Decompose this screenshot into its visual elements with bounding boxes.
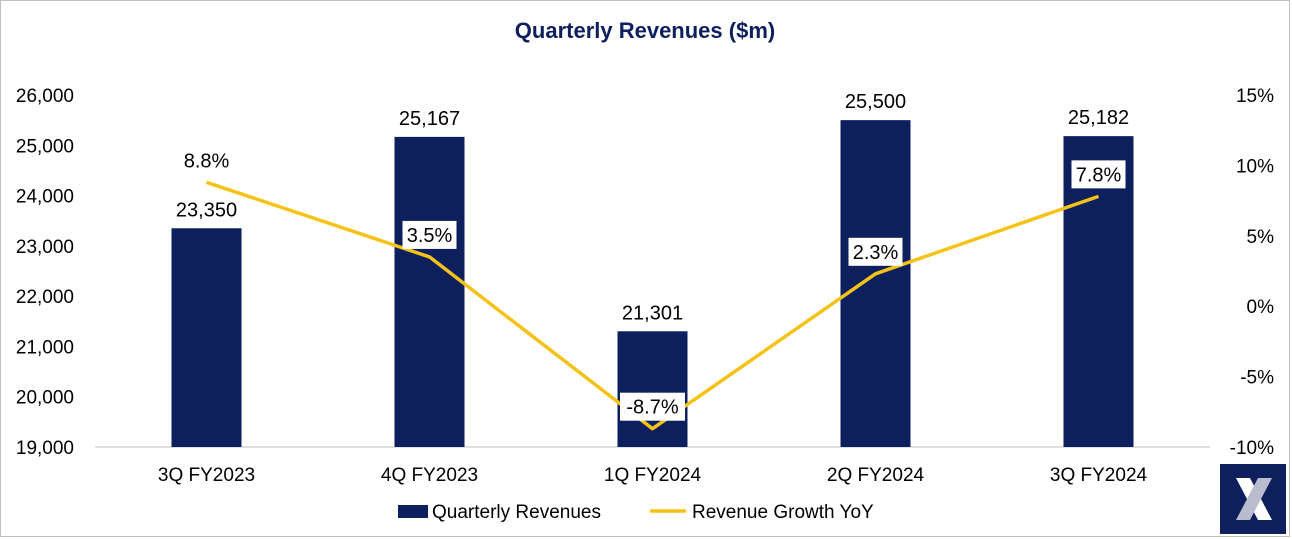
bar-value-label: 25,167: [399, 108, 460, 130]
bar-value-label: 25,500: [845, 91, 906, 113]
right-tick-label: 15%: [1236, 86, 1274, 107]
left-tick-label: 26,000: [16, 86, 74, 107]
bar-value-label: 21,301: [622, 302, 683, 324]
line-value-label: -8.7%: [620, 392, 685, 421]
line-value-label: 3.5%: [402, 220, 457, 249]
x-logo-icon: [1220, 464, 1286, 534]
bar: [840, 120, 911, 448]
x-tick-label: 2Q FY2024: [827, 465, 925, 486]
legend-line-label: Revenue Growth YoY: [692, 502, 874, 523]
right-axis: -10% -5% 0% 5% 10% 15%: [1230, 86, 1274, 459]
x-tick-label: 1Q FY2024: [604, 465, 702, 486]
line-data-labels: 8.8% 3.5% -8.7% 2.3% 7.8%: [179, 146, 1126, 421]
line-label-box: [1071, 160, 1126, 189]
line-value-label: 8.8%: [179, 146, 234, 175]
left-tick-label: 25,000: [16, 136, 74, 157]
bar-value-label: 23,350: [176, 199, 237, 221]
left-tick-label: 24,000: [16, 187, 74, 208]
left-tick-label: 20,000: [16, 388, 74, 409]
right-tick-label: -5%: [1240, 368, 1274, 389]
left-tick-label: 22,000: [16, 287, 74, 308]
legend-bar-swatch: [398, 505, 428, 518]
right-tick-label: 0%: [1247, 297, 1275, 318]
bar: [394, 136, 465, 447]
line-value-label: 2.3%: [848, 237, 903, 266]
line-value-label: 7.8%: [1071, 160, 1126, 189]
line-label-text: 2.3%: [853, 242, 899, 264]
left-tick-label: 21,000: [16, 337, 74, 358]
line-label-box: [848, 237, 903, 266]
line-label-box: [620, 392, 685, 421]
legend: Quarterly Revenues Revenue Growth YoY: [398, 502, 874, 523]
left-axis: 19,000 20,000 21,000 22,000 23,000 24,000 25,0…: [16, 86, 74, 459]
left-tick-label: 23,000: [16, 237, 74, 258]
x-tick-label: 3Q FY2023: [158, 465, 255, 486]
right-tick-label: -10%: [1230, 438, 1274, 459]
growth-line: [205, 180, 1100, 431]
chart-title: Quarterly Revenues ($m): [515, 18, 775, 43]
line-label-text: -8.7%: [626, 397, 678, 419]
x-tick-label: 4Q FY2023: [381, 465, 478, 486]
line-label-text: 8.8%: [184, 150, 230, 172]
bar: [171, 228, 242, 447]
line-label-box: [402, 220, 457, 249]
x-axis: 3Q FY2023 4Q FY2023 1Q FY2024 2Q FY2024 3Q F…: [158, 465, 1148, 486]
right-tick-label: 10%: [1236, 156, 1274, 177]
line-label-text: 7.8%: [1076, 164, 1122, 186]
x-tick-label: 3Q FY2024: [1050, 465, 1148, 486]
right-tick-label: 5%: [1247, 227, 1275, 248]
line-label-text: 3.5%: [407, 225, 453, 247]
legend-bar-label: Quarterly Revenues: [432, 502, 601, 523]
left-tick-label: 19,000: [16, 438, 74, 459]
logo-stroke-b: [1236, 478, 1272, 520]
line-label-box: [179, 146, 234, 175]
bar-data-labels: 23,350 25,167 21,301 25,500 25,182: [176, 91, 1129, 324]
bar-value-label: 25,182: [1068, 107, 1129, 129]
